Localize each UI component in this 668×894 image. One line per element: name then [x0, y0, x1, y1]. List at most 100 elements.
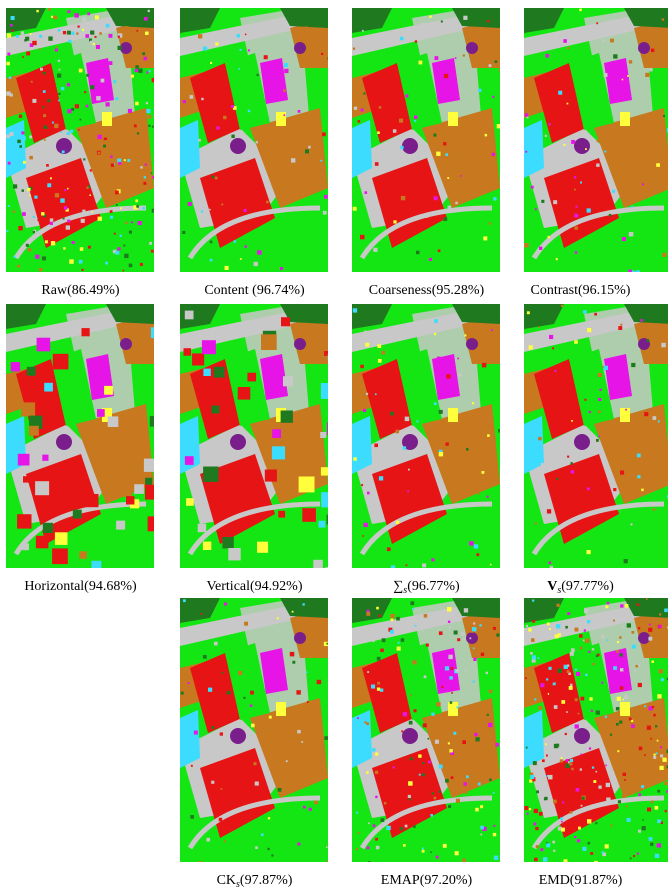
noise-pixel — [145, 32, 148, 35]
noise-pixel — [618, 800, 621, 803]
noise-pixel — [135, 102, 139, 106]
noise-pixel — [587, 819, 591, 823]
noise-pixel — [98, 217, 102, 221]
noise-pixel — [659, 613, 661, 615]
noise-pixel — [632, 645, 636, 649]
noise-pixel — [98, 152, 100, 154]
noise-pixel — [375, 838, 378, 841]
noise-pixel — [627, 75, 629, 77]
noise-pixel — [268, 817, 270, 819]
shadow-region — [120, 42, 132, 54]
noise-pixel — [237, 34, 240, 37]
noise-pixel — [448, 805, 451, 808]
noise-pixel — [67, 109, 71, 113]
noise-pixel — [598, 373, 602, 377]
noise-pixel — [644, 754, 646, 756]
noise-pixel — [531, 186, 534, 189]
noise-pixel — [453, 732, 456, 735]
noise-pixel — [108, 416, 119, 427]
noise-pixel — [583, 310, 587, 314]
noise-pixel — [255, 782, 259, 786]
noise-pixel — [580, 697, 584, 701]
noise-pixel — [638, 793, 641, 796]
noise-pixel — [556, 478, 558, 480]
noise-pixel — [105, 262, 108, 265]
noise-pixel — [305, 27, 308, 30]
noise-pixel — [604, 807, 607, 810]
noise-pixel — [472, 402, 474, 404]
noise-pixel — [422, 774, 425, 777]
noise-pixel — [73, 510, 82, 519]
noise-pixel — [552, 841, 555, 844]
noise-pixel — [631, 724, 635, 728]
noise-pixel — [25, 37, 29, 41]
noise-pixel — [271, 854, 273, 856]
noise-pixel — [225, 266, 229, 270]
noise-pixel — [29, 426, 39, 436]
noise-pixel — [81, 219, 85, 223]
noise-pixel — [257, 250, 262, 255]
noise-pixel — [580, 182, 582, 184]
noise-pixel — [192, 353, 204, 365]
noise-pixel — [212, 176, 215, 179]
noise-pixel — [7, 53, 10, 56]
noise-pixel — [542, 807, 545, 810]
noise-pixel — [607, 639, 609, 641]
noise-pixel — [22, 136, 26, 140]
noise-pixel — [419, 774, 421, 776]
classification-map-emd — [524, 598, 668, 862]
noise-pixel — [44, 126, 47, 129]
noise-pixel — [610, 39, 614, 43]
noise-pixel — [661, 343, 666, 348]
noise-pixel — [393, 129, 397, 133]
noise-pixel — [104, 140, 108, 144]
noise-pixel — [613, 666, 617, 670]
noise-pixel — [153, 176, 155, 179]
noise-pixel — [116, 308, 127, 319]
noise-pixel — [606, 798, 610, 802]
noise-pixel — [566, 759, 569, 762]
noise-pixel — [376, 607, 379, 610]
noise-pixel — [99, 32, 102, 35]
noise-pixel — [238, 387, 251, 400]
noise-pixel — [21, 131, 24, 134]
noise-pixel — [495, 60, 498, 63]
noise-pixel — [6, 91, 10, 95]
noise-pixel — [14, 82, 17, 85]
noise-pixel — [406, 564, 408, 566]
noise-pixel — [84, 91, 86, 93]
noise-pixel — [115, 251, 119, 255]
noise-pixel — [39, 268, 42, 271]
noise-pixel — [422, 762, 424, 764]
noise-pixel — [375, 162, 379, 166]
noise-pixel — [587, 620, 590, 623]
noise-pixel — [600, 389, 602, 391]
noise-pixel — [203, 47, 207, 51]
noise-pixel — [449, 626, 451, 628]
noise-pixel — [571, 803, 575, 807]
noise-pixel — [575, 669, 577, 671]
noise-pixel — [297, 730, 301, 734]
noise-pixel — [255, 846, 258, 849]
noise-pixel — [576, 788, 580, 792]
noise-pixel — [599, 435, 601, 437]
noise-pixel — [535, 522, 537, 524]
noise-pixel — [92, 211, 94, 213]
noise-pixel — [543, 857, 547, 861]
noise-pixel — [577, 839, 580, 842]
noise-pixel — [129, 264, 133, 268]
noise-pixel — [652, 661, 655, 664]
noise-pixel — [466, 448, 469, 451]
noise-pixel — [448, 742, 450, 744]
noise-pixel — [633, 749, 635, 751]
noise-pixel — [566, 711, 568, 713]
noise-pixel — [545, 135, 547, 137]
noise-pixel — [106, 102, 110, 106]
noise-pixel — [558, 669, 562, 673]
shadow-region — [574, 728, 590, 744]
noise-pixel — [148, 516, 154, 531]
noise-pixel — [90, 41, 93, 44]
noise-pixel — [44, 139, 46, 141]
noise-pixel — [373, 824, 376, 827]
noise-pixel — [620, 604, 623, 607]
